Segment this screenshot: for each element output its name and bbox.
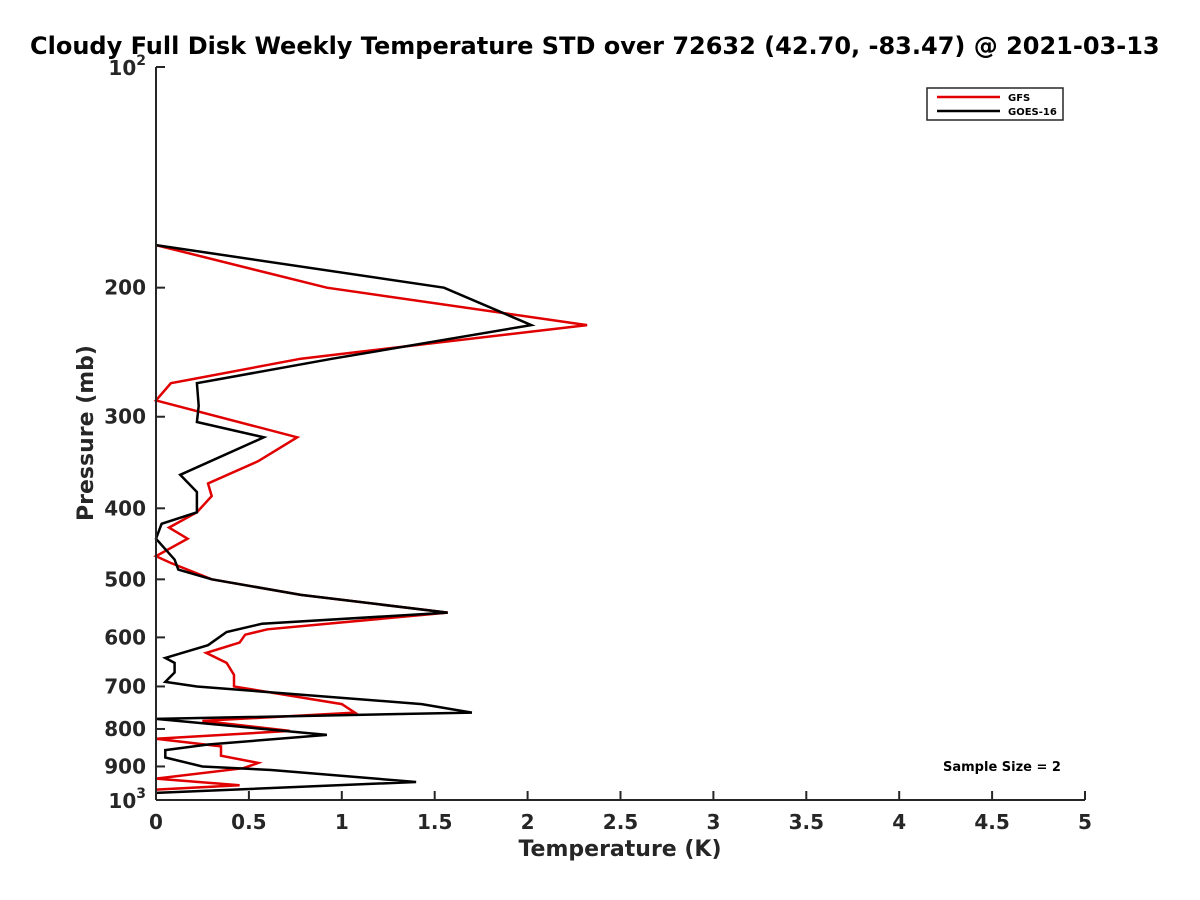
y-tick-label: 900 xyxy=(104,754,146,778)
x-tick-label: 0 xyxy=(149,810,163,834)
y-tick-label: 700 xyxy=(104,674,146,698)
x-tick-label: 4.5 xyxy=(974,810,1009,834)
x-tick-label: 1.5 xyxy=(417,810,452,834)
x-axis-label: Temperature (K) xyxy=(518,837,721,862)
legend-label-gfs: GFS xyxy=(1008,93,1030,104)
x-tick-label: 0.5 xyxy=(231,810,266,834)
y-tick-label: 200 xyxy=(104,276,146,300)
chart-title: Cloudy Full Disk Weekly Temperature STD … xyxy=(30,32,1160,60)
sample-size-annotation: Sample Size = 2 xyxy=(943,760,1061,775)
y-tick-label: 400 xyxy=(104,496,146,520)
x-tick-label: 4 xyxy=(892,810,906,834)
series-layer xyxy=(153,243,588,795)
y-tick-label: 800 xyxy=(104,717,146,741)
x-tick-label: 5 xyxy=(1078,810,1092,834)
series-line-gfs xyxy=(153,243,588,791)
y-tick-label: 300 xyxy=(104,405,146,429)
x-tick-label: 2 xyxy=(521,810,535,834)
y-tick-label: 600 xyxy=(104,625,146,649)
ticks-layer: 0 0.5 1 1.5 2 2.5 3 3.5 4 4.5 5 102 200 300 400 500 600 7… xyxy=(104,53,1092,834)
y-tick-label: 500 xyxy=(104,567,146,591)
legend-box xyxy=(926,87,1064,121)
x-tick-label: 2.5 xyxy=(603,810,638,834)
x-tick-label: 3.5 xyxy=(789,810,824,834)
y-tick-label: 103 xyxy=(108,786,146,813)
y-tick-label: 102 xyxy=(108,53,146,80)
legend: GFS GOES-16 xyxy=(926,87,1064,121)
legend-label-goes-16: GOES-16 xyxy=(1008,107,1057,118)
y-axis-label: Pressure (mb) xyxy=(74,345,99,521)
x-tick-label: 1 xyxy=(335,810,349,834)
series-line-goes-16 xyxy=(154,243,536,795)
x-tick-label: 3 xyxy=(706,810,720,834)
